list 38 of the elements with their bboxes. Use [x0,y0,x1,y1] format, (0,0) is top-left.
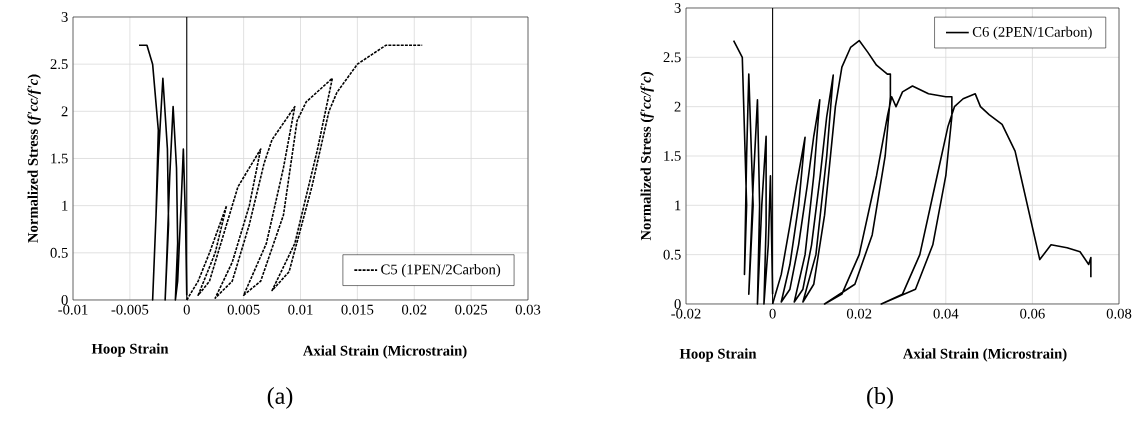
x-tick-label: -0.005 [111,304,149,315]
y-tick-label: 2.5 [50,59,68,70]
y-tick-label: 1.5 [664,151,681,161]
x-tick-label: 0.025 [455,304,488,315]
text: (b) [867,387,893,409]
text: (a) [267,387,293,409]
y-tick-label: 3 [674,3,681,13]
text: Hoop Strain [679,348,757,362]
y-tick-label: 0 [61,295,68,305]
y-tick-label: 2 [674,101,681,112]
x-tick-label: 0 [183,304,190,315]
x-tick-label: 0.02 [846,308,872,319]
x-tick-label: 0.06 [1020,308,1045,319]
y-tick-label: 3 [61,12,68,22]
x-axis-title: Axial Strain (Microstrain) [903,348,1067,362]
legend-label: C6 (2PEN/1Carbon) [972,26,1092,40]
y-tick-label: 1.5 [51,153,68,164]
x-tick-label: 0.015 [341,304,374,315]
y-axis-title: Normalized Stress (f'cc/f'c) [27,74,41,243]
x-tick-label: 0 [769,308,776,319]
text: Hoop Strain [91,343,169,357]
x-tick-label: 0.08 [1106,308,1132,319]
x-tick-label: -0.02 [671,308,701,319]
y-tick-label: 2.5 [663,52,681,63]
x-tick-label: 0.01 [288,304,313,315]
y-tick-label: 2 [61,106,68,117]
y-axis-title: Normalized Stress (f'cc/f'c) [640,72,654,241]
y-tick-label: 0.5 [50,247,68,258]
x-tick-label: 0.005 [227,304,260,315]
x-tick-label: -0.01 [58,304,88,315]
x-tick-label: 0.02 [401,304,427,315]
legend-label: C5 (1PEN/2Carbon) [381,264,501,278]
x-tick-label: 0.03 [515,304,541,315]
x-tick-label: 0.04 [933,308,959,319]
x-axis-title: Axial Strain (Microstrain) [303,345,467,359]
y-tick-label: 0.5 [663,249,681,260]
y-tick-label: 1 [675,200,681,211]
y-tick-label: 1 [62,200,68,211]
